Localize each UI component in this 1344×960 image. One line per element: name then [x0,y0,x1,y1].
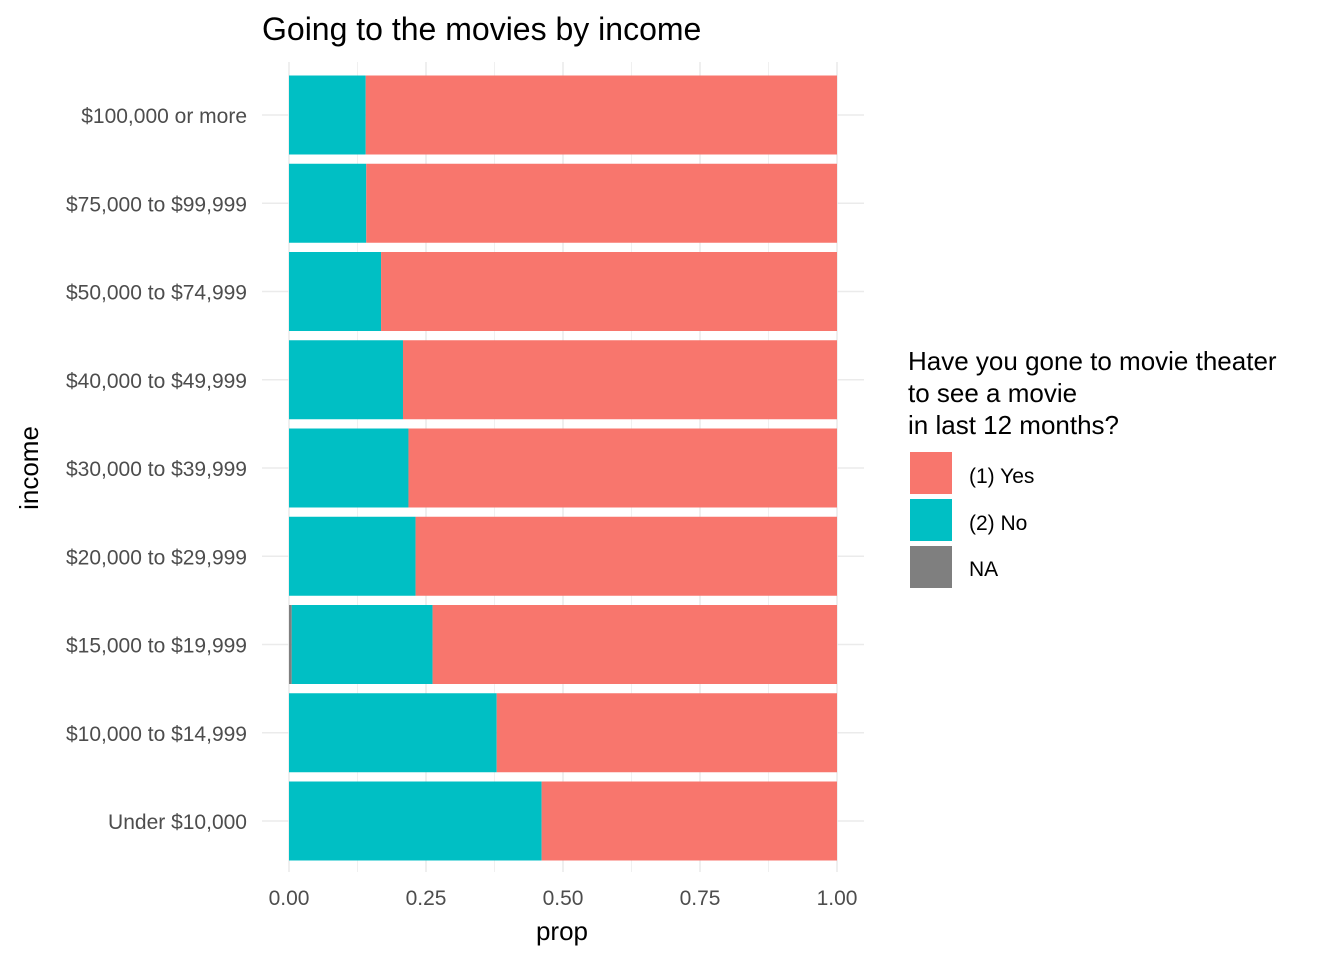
legend: Have you gone to movie theater to see a … [908,346,1277,588]
legend-swatch-no [910,499,952,541]
legend-swatch-yes [910,452,952,494]
legend-label-yes: (1) Yes [969,465,1034,488]
bar-segment [289,693,497,773]
bar-segment [289,252,382,331]
bar-segment [289,605,292,684]
bar-segment [289,75,366,155]
bar-segment [289,428,409,508]
y-tick-labels: $100,000 or more $75,000 to $99,999 $50,00… [66,105,247,834]
y-tick-label: $10,000 to $14,999 [66,723,247,746]
y-tick-label: $50,000 to $74,999 [66,282,247,305]
y-tick-label: $20,000 to $29,999 [66,546,247,569]
y-tick-label: Under $10,000 [108,811,247,834]
y-tick-label: $30,000 to $39,999 [66,458,247,481]
y-tick-label: $40,000 to $49,999 [66,370,247,393]
x-tick-label: 1.00 [817,887,858,910]
x-tick-label: 0.00 [269,887,310,910]
x-tick-label: 0.25 [406,887,447,910]
x-tick-label: 0.75 [680,887,721,910]
bar-segment [408,428,837,508]
bar-segment [289,781,542,861]
bar-segment [291,605,433,684]
legend-title-line-2: to see a movie [908,378,1077,408]
x-axis-title: prop [536,916,588,946]
bar-segment [381,252,837,331]
legend-label-no: (2) No [969,512,1027,535]
bar-segment [432,605,837,684]
y-tick-label: $15,000 to $19,999 [66,635,247,658]
legend-title-line-1: Have you gone to movie theater [908,346,1277,376]
bar-segment [496,693,837,773]
legend-title-line-3: in last 12 months? [908,410,1119,440]
chart-title: Going to the movies by income [262,11,701,47]
bar-segment [289,163,367,243]
x-tick-labels: 0.00 0.25 0.50 0.75 1.00 [269,887,858,910]
bar-segment [402,340,837,420]
x-tick-label: 0.50 [543,887,584,910]
bar-segment [289,516,416,596]
bar-segment [541,781,837,861]
y-tick-label: $75,000 to $99,999 [66,193,247,216]
legend-label-na: NA [969,558,998,581]
bar-segment [289,340,403,420]
legend-swatch-na [910,546,952,588]
y-tick-label: $100,000 or more [81,105,247,128]
y-axis-title: income [14,426,44,510]
bar-segment [365,75,837,155]
bars-layer [289,75,837,861]
bar-segment [366,163,837,243]
bar-segment [415,516,837,596]
